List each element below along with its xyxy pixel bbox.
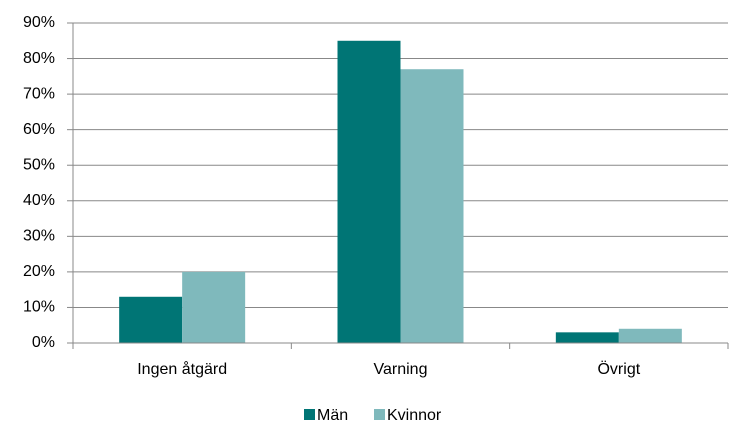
legend-swatch: [374, 409, 385, 420]
legend-label: Kvinnor: [387, 407, 442, 424]
y-tick-label: 90%: [23, 14, 55, 31]
x-tick-label: Övrigt: [597, 360, 640, 378]
y-tick-label: 20%: [23, 263, 55, 280]
y-tick-label: 30%: [23, 228, 55, 245]
legend-label: Män: [317, 407, 348, 424]
bar: [400, 69, 464, 343]
y-tick-label: 80%: [23, 50, 55, 67]
y-tick-label: 10%: [23, 299, 55, 316]
bar: [119, 296, 183, 343]
bar: [555, 332, 619, 343]
y-tick-label: 0%: [32, 334, 55, 351]
bar: [182, 271, 246, 343]
x-tick-label: Varning: [374, 361, 428, 378]
y-tick-label: 60%: [23, 121, 55, 138]
bar: [337, 40, 401, 344]
y-tick-label: 40%: [23, 192, 55, 209]
x-tick-label: Ingen åtgärd: [137, 360, 227, 378]
y-tick-label: 70%: [23, 85, 55, 102]
bar: [618, 328, 682, 343]
legend-swatch: [304, 409, 315, 420]
y-tick-label: 50%: [23, 156, 55, 173]
